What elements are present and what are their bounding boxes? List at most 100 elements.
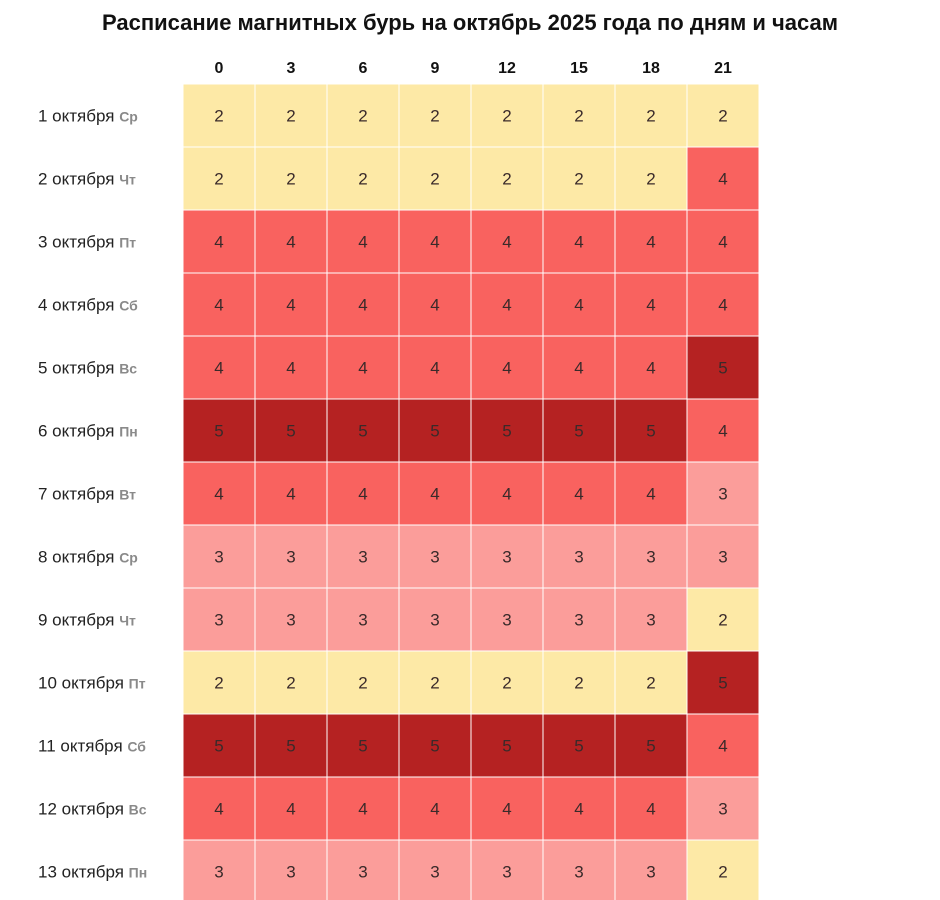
cell-value-label: 2: [502, 107, 511, 126]
cell-value-label: 4: [286, 800, 295, 819]
cell-value-label: 2: [286, 674, 295, 693]
cell-value-label: 3: [646, 548, 655, 567]
cell-value-label: 2: [574, 107, 583, 126]
cell-value-label: 5: [646, 737, 655, 756]
heatmap-cell: [398, 776, 472, 841]
cell-value-label: 3: [286, 863, 295, 882]
heatmap-cell: [542, 524, 616, 589]
cell-value-label: 3: [214, 611, 223, 630]
weekday-text: Вт: [119, 487, 136, 503]
cell-value-label: 5: [646, 422, 655, 441]
cell-value-label: 4: [646, 359, 655, 378]
heatmap-cell: [686, 461, 760, 526]
cell-value-label: 4: [358, 233, 367, 252]
heatmap-cell: [182, 461, 256, 526]
heatmap-cell: [182, 209, 256, 274]
cell-value-label: 4: [358, 359, 367, 378]
row-label-3: 3 октября Пт: [38, 233, 136, 252]
heatmap-cell: [182, 272, 256, 337]
heatmap-cell: [470, 398, 544, 463]
heatmap-cell: [686, 209, 760, 274]
heatmap-cell: [326, 398, 400, 463]
heatmap-cell: [398, 398, 472, 463]
cell-value-label: 5: [718, 674, 727, 693]
heatmap-cell: [542, 335, 616, 400]
cell-value-label: 4: [286, 485, 295, 504]
cell-value-label: 2: [646, 674, 655, 693]
heatmap-cell: [614, 83, 688, 148]
heatmap-cell: [686, 335, 760, 400]
weekday-text: Ср: [119, 109, 138, 125]
cell-value-label: 2: [430, 107, 439, 126]
row-label-2: 2 октября Чт: [38, 170, 136, 189]
date-text: 10 октября: [38, 674, 129, 693]
cell-value-label: 4: [430, 800, 439, 819]
hour-header-9: 9: [431, 60, 440, 77]
cell-value-label: 2: [286, 107, 295, 126]
heatmap-cell: [614, 272, 688, 337]
heatmap-cell: [326, 587, 400, 652]
cell-value-label: 2: [502, 674, 511, 693]
heatmap-cell: [182, 146, 256, 211]
heatmap-cell: [398, 461, 472, 526]
cell-value-label: 3: [646, 611, 655, 630]
cell-value-label: 4: [574, 359, 583, 378]
heatmap-cell: [254, 839, 328, 900]
cell-value-label: 3: [430, 863, 439, 882]
date-text: 9 октября: [38, 611, 119, 630]
cell-value-label: 4: [718, 233, 727, 252]
heatmap-cell: [470, 776, 544, 841]
cell-value-label: 4: [574, 233, 583, 252]
cell-value-label: 4: [502, 233, 511, 252]
heatmap-cell: [326, 461, 400, 526]
heatmap-cell: [470, 587, 544, 652]
hour-header-3: 3: [287, 60, 296, 77]
cell-value-label: 5: [214, 422, 223, 441]
heatmap-cell: [254, 272, 328, 337]
row-label-9: 9 октября Чт: [38, 611, 136, 630]
cell-value-label: 5: [286, 737, 295, 756]
row-label-6: 6 октября Пн: [38, 422, 138, 441]
cell-value-label: 5: [358, 737, 367, 756]
cell-value-label: 3: [358, 863, 367, 882]
cell-value-label: 4: [214, 296, 223, 315]
weekday-text: Чт: [119, 613, 136, 629]
cell-value-label: 2: [214, 674, 223, 693]
cell-value-label: 2: [358, 107, 367, 126]
heatmap-cell: [254, 83, 328, 148]
heatmap-cell: [614, 524, 688, 589]
heatmap-cell: [542, 839, 616, 900]
cell-value-label: 4: [574, 800, 583, 819]
cell-value-label: 4: [502, 359, 511, 378]
cell-value-label: 2: [214, 107, 223, 126]
cell-value-label: 4: [286, 296, 295, 315]
date-text: 12 октября: [38, 800, 129, 819]
cell-value-label: 4: [574, 296, 583, 315]
chart-title: Расписание магнитных бурь на октябрь 202…: [101, 10, 838, 35]
cell-value-label: 5: [430, 422, 439, 441]
cell-value-label: 3: [574, 863, 583, 882]
heatmap-cell: [614, 398, 688, 463]
cell-value-label: 4: [718, 296, 727, 315]
cell-value-label: 2: [574, 170, 583, 189]
row-label-10: 10 октября Пт: [38, 674, 146, 693]
cell-value-label: 2: [502, 170, 511, 189]
cell-value-label: 5: [574, 737, 583, 756]
heatmap-cell: [614, 650, 688, 715]
heatmap-cell: [182, 587, 256, 652]
heatmap-cell: [182, 650, 256, 715]
date-text: 5 октября: [38, 359, 119, 378]
cell-value-label: 5: [718, 359, 727, 378]
date-text: 1 октября: [38, 107, 119, 126]
row-label-7: 7 октября Вт: [38, 485, 136, 504]
cell-value-label: 4: [358, 296, 367, 315]
cell-value-label: 4: [430, 359, 439, 378]
heatmap-cell: [254, 776, 328, 841]
cell-value-label: 4: [214, 485, 223, 504]
weekday-text: Пт: [129, 676, 146, 692]
cell-value-label: 3: [502, 611, 511, 630]
heatmap-cell: [542, 461, 616, 526]
heatmap-cell: [542, 146, 616, 211]
cell-value-label: 2: [718, 107, 727, 126]
